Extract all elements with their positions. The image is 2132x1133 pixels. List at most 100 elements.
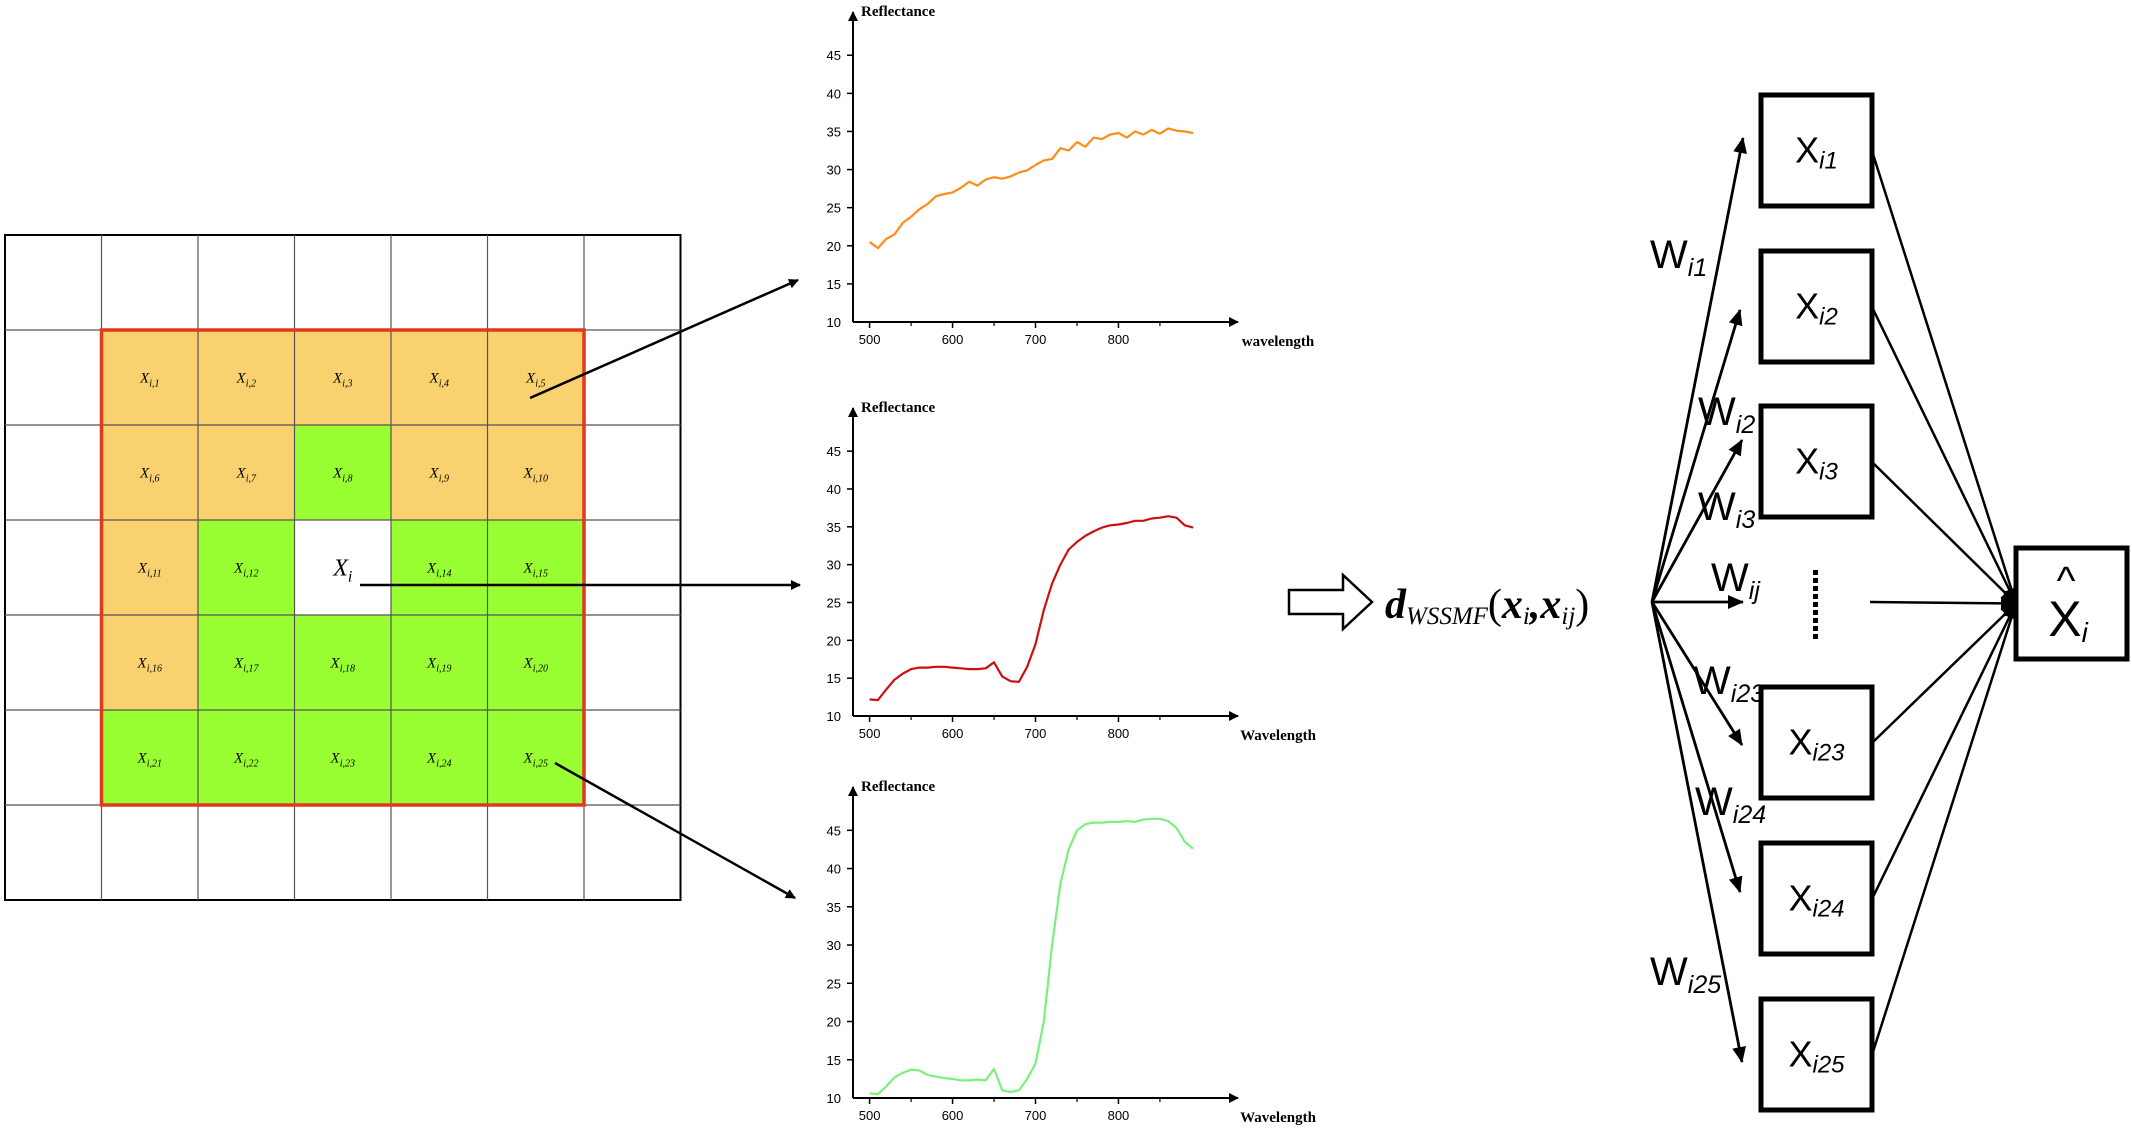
- neighbor-cell: [198, 710, 295, 805]
- neighbor-cell-label: Xi,12: [233, 561, 258, 580]
- x-axis-label: Wavelength: [1240, 728, 1316, 744]
- neighbor-cell: [391, 425, 488, 520]
- neighbor-cell: [294, 330, 391, 425]
- y-tick-label: 35: [827, 900, 841, 915]
- neighbor-cell: [198, 425, 295, 520]
- spectrum-line: [869, 515, 1194, 702]
- weight-label: Wi23: [1693, 659, 1764, 708]
- distance-symbol: d: [1385, 582, 1407, 628]
- center-pixel-label: Xi: [332, 556, 352, 586]
- y-tick-label: 25: [827, 976, 841, 991]
- neighbor-cell-label: Xi,19: [426, 656, 451, 675]
- neighbor-node-box: [1758, 840, 1875, 957]
- y-tick-label: 40: [827, 862, 841, 877]
- node-to-output-line: [1871, 602, 2017, 744]
- neighbor-cell-label: Xi,4: [429, 371, 449, 390]
- neighbor-cell-label: Xi,1: [139, 371, 159, 390]
- arrow-xi25-to-green-spectrum: [554, 761, 796, 900]
- neighbor-cell: [294, 615, 391, 710]
- neighbor-cell: [198, 520, 295, 615]
- ellipsis-dot: [1813, 634, 1818, 639]
- y-tick-label: 10: [827, 315, 841, 330]
- neighbor-cell-label: Xi,5: [525, 371, 545, 390]
- x-tick-label: 800: [1108, 1108, 1130, 1123]
- y-tick-label: 15: [827, 277, 841, 292]
- y-tick-label: 45: [827, 444, 841, 459]
- weight-arrow: [1650, 309, 1743, 603]
- x-tick-label: 800: [1108, 332, 1130, 347]
- neighbor-node-label: Xi24: [1788, 878, 1844, 923]
- center-pixel-cell: [294, 520, 391, 615]
- weight-label: Wi3: [1698, 485, 1755, 534]
- neighbor-cell-label: Xi,17: [233, 656, 259, 675]
- neighbor-cell: [101, 710, 198, 805]
- neighbor-node-label: Xi25: [1788, 1034, 1845, 1079]
- ellipsis-dot: [1813, 618, 1818, 623]
- neighbor-cell-label: Xi,15: [523, 561, 548, 580]
- y-tick-label: 40: [827, 86, 841, 101]
- y-tick-label: 15: [827, 671, 841, 686]
- pixel-neighborhood-grid: Xi,1 Xi,2 Xi,3 Xi,4 Xi,5 Xi,6 Xi,7 Xi,8 Xi,9 Xi,1…: [4, 234, 682, 901]
- spectrum-chart: 10 15 20 25 30 35 40 45 500 600 700 800 Reflectance W…: [827, 400, 1317, 744]
- neighbor-node-box: [1758, 403, 1875, 520]
- y-tick-label: 45: [827, 48, 841, 63]
- y-axis-label: Reflectance: [861, 400, 935, 416]
- y-tick-label: 15: [827, 1053, 841, 1068]
- spectral-charts: 10 15 20 25 30 35 40 45 500 600 700 800 Reflectance w…: [827, 4, 1317, 1126]
- spectrum-line: [868, 127, 1194, 250]
- neighbor-cell: [294, 425, 391, 520]
- ellipsis-dot: [1813, 570, 1818, 575]
- neighbor-cell-label: Xi,7: [236, 466, 257, 485]
- weight-label: Wi25: [1650, 950, 1721, 999]
- ellipsis-dot: [1813, 586, 1818, 591]
- neighbor-cell-label: Xi,23: [330, 751, 355, 770]
- ellipsis-dot: [1813, 594, 1818, 599]
- neighbor-node-box: [1758, 248, 1875, 365]
- neighbor-cell: [487, 615, 584, 710]
- neighbor-cell-label: Xi,25: [523, 751, 548, 770]
- weight-label: Wi24: [1695, 780, 1766, 829]
- x-axis-label: Wavelength: [1240, 1110, 1316, 1126]
- node-to-output-line: [1870, 306, 2018, 605]
- output-hat: ^: [2057, 559, 2076, 603]
- x-tick-label: 500: [859, 1108, 881, 1123]
- arrow-xi5-to-orange-spectrum: [529, 278, 799, 400]
- weighted-network: Xi1 Xi2 Xi3 Xi23 Xi24 Xi25 ^Xi Wi1 Wi2 Wi3 Wij Wi23…: [1650, 92, 2130, 1113]
- neighbor-cell: [198, 615, 295, 710]
- y-tick-label: 20: [827, 239, 841, 254]
- weight-label: Wi1: [1650, 233, 1707, 282]
- x-tick-label: 700: [1025, 726, 1047, 741]
- neighbor-node-box: [1758, 684, 1875, 801]
- neighbor-cell-label: Xi,24: [426, 751, 451, 770]
- distance-subscript: WSSMF: [1406, 603, 1489, 630]
- node-to-output-line: [1870, 150, 2019, 605]
- neighbor-cell-label: Xi,22: [233, 751, 258, 770]
- neighbor-cell: [487, 520, 584, 615]
- neighbor-cell-label: Xi,21: [137, 751, 162, 770]
- neighbor-cell: [391, 330, 488, 425]
- neighbor-cell: [198, 330, 295, 425]
- weight-arrow: [1650, 601, 1746, 1063]
- neighbor-cell-label: Xi,18: [330, 656, 355, 675]
- x-tick-label: 700: [1025, 332, 1047, 347]
- y-tick-label: 30: [827, 163, 841, 178]
- y-axis-label: Reflectance: [861, 4, 935, 20]
- y-axis-label: Reflectance: [861, 779, 935, 795]
- neighbor-cell: [391, 520, 488, 615]
- neighbor-cell: [487, 710, 584, 805]
- neighbor-cell: [294, 710, 391, 805]
- weight-arrow: [1650, 439, 1744, 603]
- neighbor-cell: [101, 425, 198, 520]
- y-tick-label: 30: [827, 938, 841, 953]
- neighbor-node-box: [1758, 92, 1875, 209]
- neighbor-node-box: [1758, 996, 1875, 1113]
- y-tick-label: 20: [827, 633, 841, 648]
- ellipsis-to-output-line: [1869, 596, 2017, 611]
- neighbor-cell-label: Xi,9: [429, 466, 449, 485]
- weight-label: Wi2: [1698, 390, 1755, 439]
- neighbor-cell: [487, 425, 584, 520]
- y-tick-label: 25: [827, 595, 841, 610]
- neighbor-node-label: Xi23: [1788, 722, 1845, 767]
- y-tick-label: 40: [827, 482, 841, 497]
